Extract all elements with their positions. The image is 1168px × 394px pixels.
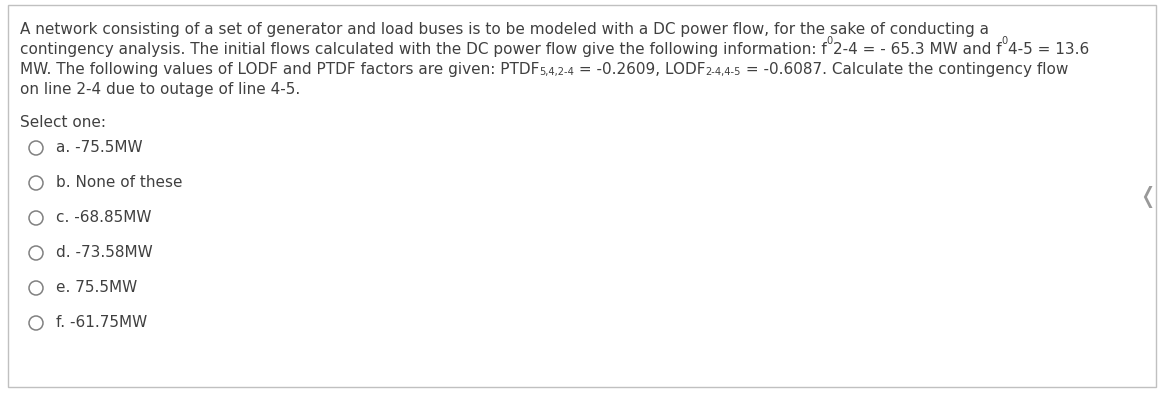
Text: 2-4 = - 65.3 MW and f: 2-4 = - 65.3 MW and f (833, 42, 1002, 57)
Text: contingency analysis. The initial flows calculated with the DC power flow give t: contingency analysis. The initial flows … (20, 42, 827, 57)
Circle shape (29, 246, 43, 260)
Text: c. -68.85MW: c. -68.85MW (56, 210, 152, 225)
Text: MW. The following values of LODF and PTDF factors are given: PTDF: MW. The following values of LODF and PTD… (20, 62, 540, 77)
Text: a. -75.5MW: a. -75.5MW (56, 140, 142, 155)
Text: = -0.6087. Calculate the contingency flow: = -0.6087. Calculate the contingency flo… (742, 62, 1069, 77)
Text: 4-5 = 13.6: 4-5 = 13.6 (1008, 42, 1089, 57)
Text: on line 2-4 due to outage of line 4-5.: on line 2-4 due to outage of line 4-5. (20, 82, 300, 97)
Circle shape (29, 316, 43, 330)
Text: d. -73.58MW: d. -73.58MW (56, 245, 153, 260)
Text: 5,4,2-4: 5,4,2-4 (540, 67, 575, 77)
Circle shape (29, 211, 43, 225)
Circle shape (29, 281, 43, 295)
Text: 0: 0 (1002, 36, 1008, 46)
Circle shape (29, 176, 43, 190)
Text: Select one:: Select one: (20, 115, 106, 130)
Circle shape (29, 141, 43, 155)
Text: A network consisting of a set of generator and load buses is to be modeled with : A network consisting of a set of generat… (20, 22, 989, 37)
Text: f. -61.75MW: f. -61.75MW (56, 315, 147, 330)
Text: b. None of these: b. None of these (56, 175, 182, 190)
Text: 0: 0 (827, 36, 833, 46)
Text: ❬: ❬ (1139, 186, 1157, 208)
Text: e. 75.5MW: e. 75.5MW (56, 280, 138, 295)
Text: 2-4,4-5: 2-4,4-5 (705, 67, 742, 77)
Text: = -0.2609, LODF: = -0.2609, LODF (575, 62, 705, 77)
